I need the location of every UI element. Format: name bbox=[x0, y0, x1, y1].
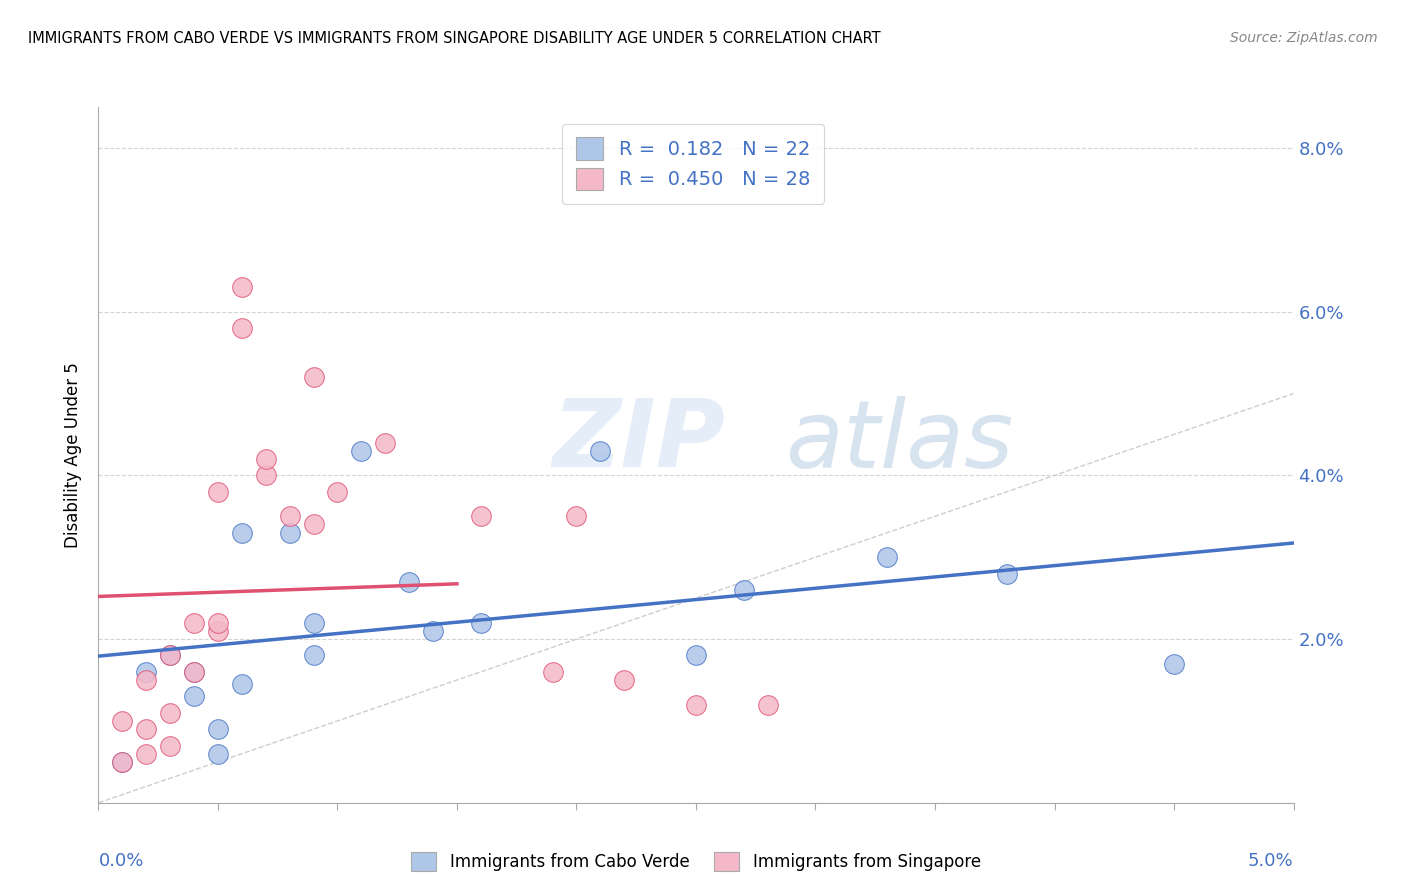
Point bbox=[278, 525, 301, 540]
Point bbox=[183, 690, 205, 704]
Point bbox=[398, 574, 420, 589]
Text: Source: ZipAtlas.com: Source: ZipAtlas.com bbox=[1230, 31, 1378, 45]
Point bbox=[422, 624, 444, 638]
Point bbox=[111, 714, 134, 728]
Point bbox=[589, 443, 612, 458]
Text: 0.0%: 0.0% bbox=[98, 852, 143, 870]
Point bbox=[207, 747, 229, 761]
Y-axis label: Disability Age Under 5: Disability Age Under 5 bbox=[65, 362, 83, 548]
Point bbox=[231, 321, 253, 335]
Point bbox=[159, 706, 181, 720]
Text: atlas: atlas bbox=[786, 395, 1014, 486]
Point bbox=[541, 665, 564, 679]
Text: IMMIGRANTS FROM CABO VERDE VS IMMIGRANTS FROM SINGAPORE DISABILITY AGE UNDER 5 C: IMMIGRANTS FROM CABO VERDE VS IMMIGRANTS… bbox=[28, 31, 880, 46]
Point bbox=[231, 525, 253, 540]
Point bbox=[374, 435, 396, 450]
Point bbox=[135, 673, 157, 687]
Point bbox=[685, 648, 707, 663]
Point bbox=[231, 677, 253, 691]
Point bbox=[159, 648, 181, 663]
Point bbox=[302, 615, 325, 630]
Point bbox=[470, 615, 492, 630]
Point bbox=[111, 755, 134, 769]
Point bbox=[613, 673, 636, 687]
Point bbox=[326, 484, 349, 499]
Point bbox=[254, 452, 277, 467]
Point bbox=[302, 517, 325, 532]
Point bbox=[207, 624, 229, 638]
Point bbox=[685, 698, 707, 712]
Point bbox=[995, 566, 1018, 581]
Point bbox=[135, 722, 157, 736]
Point bbox=[302, 370, 325, 384]
Point bbox=[183, 615, 205, 630]
Point bbox=[470, 509, 492, 524]
Point bbox=[207, 484, 229, 499]
Point bbox=[159, 648, 181, 663]
Point bbox=[278, 509, 301, 524]
Point bbox=[350, 443, 373, 458]
Point bbox=[183, 665, 205, 679]
Point bbox=[231, 280, 253, 294]
Point bbox=[159, 739, 181, 753]
Point bbox=[1163, 657, 1185, 671]
Text: ZIP: ZIP bbox=[553, 395, 725, 487]
Point bbox=[254, 468, 277, 483]
Point bbox=[135, 665, 157, 679]
Legend: Immigrants from Cabo Verde, Immigrants from Singapore: Immigrants from Cabo Verde, Immigrants f… bbox=[405, 846, 987, 878]
Point bbox=[302, 648, 325, 663]
Point bbox=[733, 582, 755, 597]
Point bbox=[111, 755, 134, 769]
Text: 5.0%: 5.0% bbox=[1249, 852, 1294, 870]
Point bbox=[565, 509, 588, 524]
Point bbox=[207, 615, 229, 630]
Point bbox=[207, 722, 229, 736]
Point bbox=[756, 698, 779, 712]
Point bbox=[135, 747, 157, 761]
Point bbox=[876, 550, 898, 565]
Point bbox=[183, 665, 205, 679]
